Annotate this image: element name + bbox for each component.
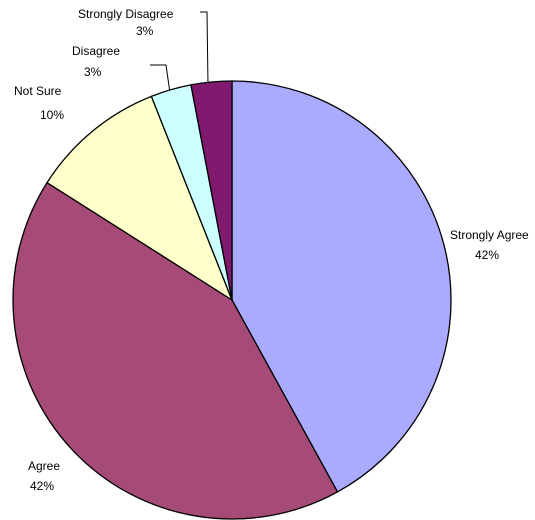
pie-slice bbox=[46, 95, 234, 302]
pie-slice bbox=[12, 181, 339, 520]
slice-value-label: 3% bbox=[136, 24, 154, 38]
slice-value-label: 10% bbox=[40, 108, 64, 122]
slice-label: Disagree bbox=[72, 44, 120, 58]
pie-slice bbox=[190, 80, 233, 301]
slice-value-label: 3% bbox=[84, 65, 102, 79]
slice-label: Not Sure bbox=[14, 84, 62, 98]
slice-label: Strongly Agree bbox=[450, 228, 529, 242]
slice-value-label: 42% bbox=[30, 479, 54, 493]
pie-slice bbox=[231, 80, 452, 493]
leader-line bbox=[200, 11, 209, 86]
slice-value-label: 42% bbox=[475, 248, 499, 262]
leader-line bbox=[150, 64, 171, 94]
slice-label: Agree bbox=[28, 459, 60, 473]
slice-label: Strongly Disagree bbox=[78, 7, 174, 21]
